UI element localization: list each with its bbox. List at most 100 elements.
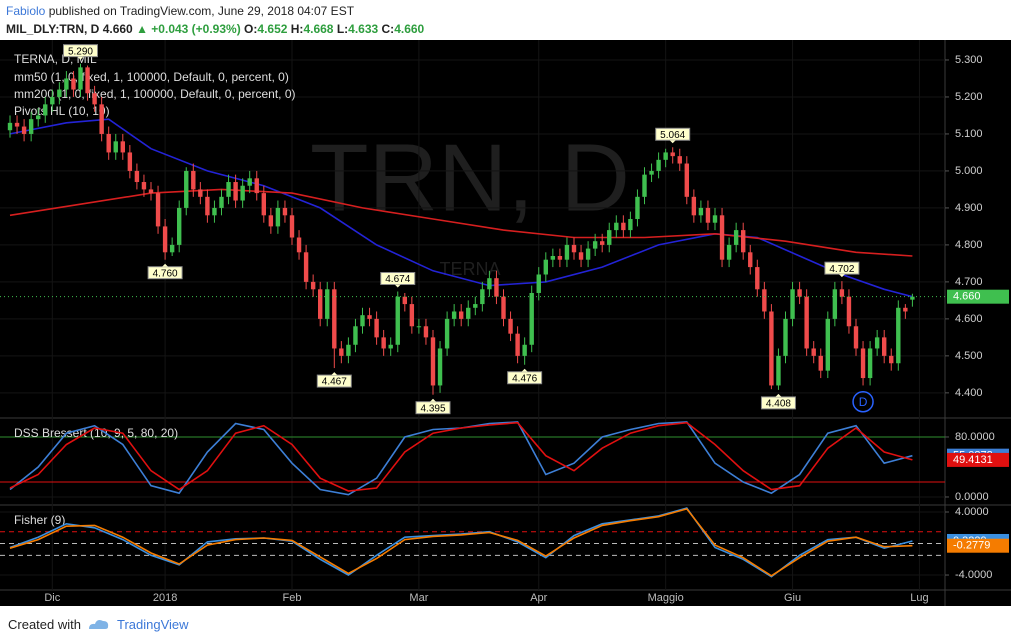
candle-body <box>903 307 908 312</box>
candle-body <box>50 96 55 105</box>
candle-body <box>325 289 330 319</box>
candle-body <box>889 355 894 364</box>
y-tick-label: 4.0000 <box>955 506 989 518</box>
candle-body <box>825 318 831 371</box>
candle-body <box>169 244 175 253</box>
candle-body <box>148 189 154 194</box>
candle-body <box>64 78 69 90</box>
candle-body <box>487 278 492 290</box>
candle-body <box>515 333 520 356</box>
event-marker <box>852 390 874 413</box>
candle-body <box>564 244 570 260</box>
series-line <box>9 507 913 577</box>
candle-body <box>212 207 217 216</box>
pivot-pointer <box>77 56 84 60</box>
candle-body <box>416 326 422 328</box>
y-tick-label: 4.900 <box>955 202 983 214</box>
footer: Created with TradingView <box>8 616 189 632</box>
candle-body <box>649 170 654 175</box>
pivot-label: 5.290 <box>68 46 93 57</box>
x-tick-label: 2018 <box>153 592 177 604</box>
y-tick-label: 5.100 <box>955 128 983 140</box>
series-line <box>9 421 913 492</box>
pivot-pointer <box>394 284 401 288</box>
c-label: C: <box>381 22 395 36</box>
pivot-pointer <box>669 140 676 144</box>
candle-body <box>240 185 245 201</box>
candle-body <box>423 326 429 338</box>
value-tag-label: -0.2779 <box>953 540 990 552</box>
high: 4.668 <box>303 22 334 36</box>
y-tick-label: 4.400 <box>955 387 983 399</box>
legend-entry: Pivots HL (10, 10) <box>14 104 110 118</box>
candle-body <box>550 256 556 260</box>
open: 4.652 <box>257 22 288 36</box>
candle-body <box>106 133 111 153</box>
candle-body <box>578 252 584 260</box>
candle-body <box>839 289 845 297</box>
candle-body <box>346 344 351 356</box>
y-tick-label: 5.000 <box>955 165 983 177</box>
candle-body <box>804 296 809 349</box>
logo <box>88 620 109 629</box>
candle-body <box>332 289 337 349</box>
header-line-2: MIL_DLY:TRN, D 4.660 ▲ +0.043 (+0.93%) O… <box>6 22 424 36</box>
created-with: Created with <box>8 616 81 632</box>
author[interactable]: Fabiolo <box>6 4 46 18</box>
value-tag <box>947 289 1009 304</box>
pivot-pointer <box>521 368 528 372</box>
candle-body <box>557 256 563 260</box>
candle-body <box>494 278 499 297</box>
candle-body <box>28 119 34 134</box>
candle-body <box>867 348 873 379</box>
pivot-pointer <box>775 393 782 397</box>
candle-body <box>78 67 83 90</box>
candle-body <box>120 141 125 153</box>
y-tick-label: 4.800 <box>955 239 983 251</box>
event-label: D <box>859 395 868 409</box>
candle-body <box>536 274 541 293</box>
candle-body <box>205 196 210 216</box>
x-tick-label: Giu <box>784 592 801 604</box>
x-tick-label: Dic <box>44 592 60 604</box>
pivot-label: 4.702 <box>829 264 854 275</box>
candle-body <box>642 174 647 197</box>
pivot-label: 4.674 <box>385 274 410 285</box>
candle-body <box>628 219 633 231</box>
candle-body <box>459 311 464 319</box>
candle-body <box>176 207 182 245</box>
candle-body <box>430 337 436 386</box>
candle-body <box>374 318 379 338</box>
candle-body <box>14 122 20 127</box>
value-tag-label: 4.660 <box>953 291 981 303</box>
candle-body <box>501 296 506 319</box>
y-tick-label: 4.700 <box>955 276 983 288</box>
candle-body <box>691 196 697 216</box>
symbol: MIL_DLY:TRN, D <box>6 22 100 36</box>
candle-body <box>811 348 816 356</box>
candle-body <box>57 89 62 97</box>
pivot-label: 4.467 <box>322 377 347 388</box>
candle-body <box>43 104 48 116</box>
close: 4.660 <box>394 22 425 36</box>
candle-body <box>233 182 238 201</box>
brand[interactable]: TradingView <box>116 616 189 632</box>
x-tick-label: Maggio <box>648 592 684 604</box>
l-label: L: <box>336 22 349 36</box>
legend-entry: mm200 (1, 0, fixed, 1, 100000, Default, … <box>14 87 296 101</box>
candle-body <box>726 244 732 260</box>
o-label: O: <box>244 22 258 36</box>
candle-body <box>705 207 711 223</box>
last: 4.660 <box>102 22 133 36</box>
candle-body <box>663 152 668 160</box>
arrow: ▲ <box>136 22 148 36</box>
series-line <box>9 188 913 257</box>
candle-body <box>910 296 915 300</box>
candle-body <box>444 318 450 349</box>
candle-body <box>818 355 823 371</box>
candle-body <box>381 337 386 349</box>
candle-body <box>7 122 13 131</box>
candle-body <box>219 196 224 208</box>
candle-body <box>360 315 365 327</box>
candle-body <box>303 252 309 282</box>
